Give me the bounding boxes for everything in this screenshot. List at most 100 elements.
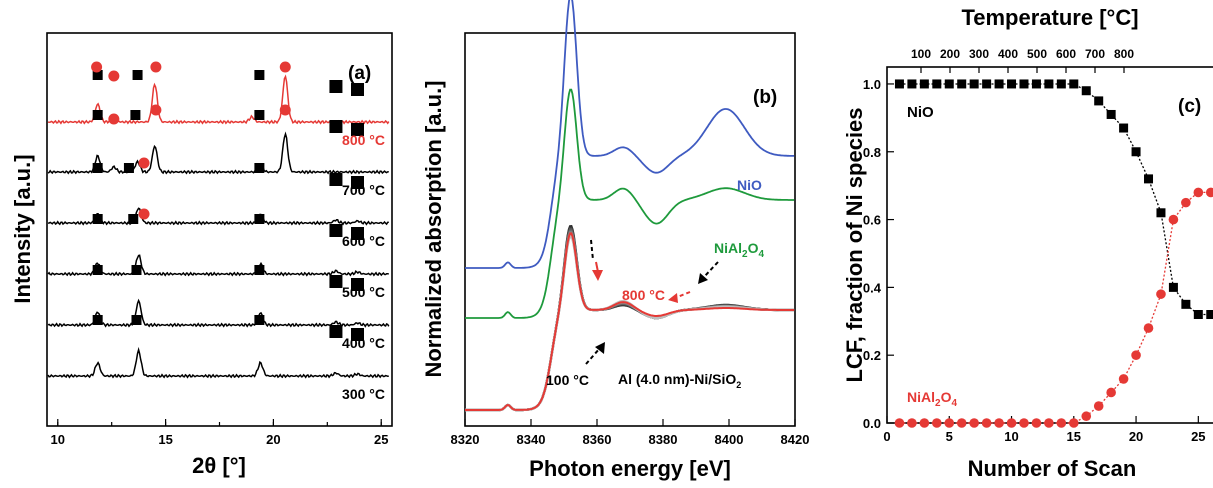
nio-fraction-point xyxy=(1168,282,1178,292)
nio-square-marker xyxy=(131,265,142,275)
temperature-label: 400 °C xyxy=(342,335,385,351)
nial2o4-fraction-point xyxy=(1181,197,1191,208)
nio-fraction-point xyxy=(994,79,1004,89)
nio-square-marker xyxy=(131,315,142,325)
y-tick-label: 0.8 xyxy=(863,145,881,160)
nio-fraction-point xyxy=(1056,79,1066,89)
legend-nio: NiO xyxy=(737,177,762,193)
panel-c-series xyxy=(894,79,1213,428)
x-tick-label: 8360 xyxy=(583,432,612,447)
nio-fraction-point xyxy=(1131,147,1141,157)
nio-square-marker xyxy=(92,70,103,80)
nial2o4-fraction-point xyxy=(1205,187,1213,198)
top-x-tick-label: 800 xyxy=(1114,47,1134,61)
nio-square-marker xyxy=(351,278,364,291)
panel-b-letter: (b) xyxy=(753,87,777,108)
x-tick-label: 20 xyxy=(1129,429,1143,444)
nial2o4-fraction-point xyxy=(919,418,930,428)
panel-b-frame xyxy=(464,32,796,427)
x-tick-label: 8400 xyxy=(715,432,744,447)
nio-square-marker xyxy=(92,110,103,120)
nial2o4-fraction-point xyxy=(969,418,979,428)
annotation-800c: 800 °C xyxy=(622,287,665,303)
nial2o4-fraction-point xyxy=(1156,289,1166,299)
nial2o4-fraction-point xyxy=(1131,350,1141,360)
nio-fraction-point xyxy=(1119,123,1129,133)
nial2o4-fraction-point xyxy=(1044,418,1054,428)
nio-square-marker xyxy=(92,163,103,173)
nio-square-marker xyxy=(351,328,364,341)
nial2o4-fraction-point xyxy=(1106,387,1116,398)
x-tick-label: 10 xyxy=(1004,429,1018,444)
nio-square-marker xyxy=(254,70,265,80)
nial2o4-fraction-point xyxy=(1031,418,1042,428)
nio-fraction-point xyxy=(1193,310,1203,320)
xrd-curve-600C xyxy=(47,207,389,226)
nial2o4-circle-marker xyxy=(108,70,120,82)
panel-c-label-nio: NiO xyxy=(907,104,934,121)
nial2o4-fraction-point xyxy=(1193,187,1204,198)
top-x-tick-label: 400 xyxy=(998,47,1018,61)
nio-fraction-point xyxy=(1156,208,1166,218)
xrd-curve-700C xyxy=(47,131,389,175)
x-tick-label: 15 xyxy=(158,432,172,447)
nio-square-marker xyxy=(329,120,343,133)
panel-c-y-axis-label: LCF, fraction of Ni species xyxy=(842,107,867,382)
nial2o4-fraction-point xyxy=(1168,214,1179,225)
panel-b-curves xyxy=(465,0,795,412)
nial2o4-fraction-point xyxy=(932,418,942,428)
nio-square-marker xyxy=(254,110,265,120)
nial2o4-fraction-point xyxy=(981,418,992,428)
x-tick-label: 20 xyxy=(266,432,280,447)
temperature-label: 500 °C xyxy=(342,284,385,300)
xrd-curve-400C xyxy=(47,298,390,328)
lcf-line-circle xyxy=(899,191,1211,424)
nio-fraction-point xyxy=(907,79,917,89)
nio-square-marker xyxy=(329,325,343,338)
x-tick-label: 25 xyxy=(1191,429,1205,444)
nio-fraction-point xyxy=(1044,79,1054,89)
nial2o4-fraction-point xyxy=(907,418,917,428)
temperature-label: 800 °C xyxy=(342,132,385,148)
nio-fraction-point xyxy=(1019,79,1029,89)
nial2o4-circle-marker xyxy=(138,157,150,169)
nial2o4-fraction-point xyxy=(994,418,1004,428)
nio-square-marker xyxy=(351,176,364,189)
nio-fraction-point xyxy=(1094,96,1104,106)
nio-square-marker xyxy=(92,315,103,325)
arrow-top-right xyxy=(698,261,719,284)
top-x-tick-label: 700 xyxy=(1085,47,1105,61)
panel-b-x-axis-label: Photon energy [eV] xyxy=(529,456,731,481)
nio-square-marker xyxy=(132,70,143,80)
nial2o4-fraction-point xyxy=(1068,418,1079,428)
y-tick-label: 1.0 xyxy=(863,77,881,92)
nio-square-marker xyxy=(351,123,364,136)
annotation-100c: 100 °C xyxy=(546,372,589,388)
nio-square-marker xyxy=(254,265,265,275)
x-tick-label: 10 xyxy=(51,432,65,447)
nial2o4-fraction-point xyxy=(1093,401,1104,411)
nial2o4-fraction-point xyxy=(1143,323,1154,333)
nio-fraction-point xyxy=(957,79,967,89)
nio-square-marker xyxy=(351,227,364,240)
x-tick-label: 25 xyxy=(374,432,388,447)
panel-c-frame xyxy=(886,66,1213,424)
xanes-series-800c xyxy=(465,232,795,411)
temperature-label: 700 °C xyxy=(342,182,385,198)
panel-b-y-axis-label: Normalized absorption [a.u.] xyxy=(421,80,446,377)
xanes-series-nio xyxy=(465,0,795,269)
sample-label: Al (4.0 nm)-Ni/SiO2 xyxy=(618,371,741,390)
temperature-label: 600 °C xyxy=(342,233,385,249)
nio-square-marker xyxy=(254,214,265,224)
panel-a-temperature-labels: 800 °C 700 °C 600 °C 500 °C 400 °C 300 °C xyxy=(342,132,385,402)
nial2o4-circle-marker xyxy=(138,208,150,220)
nio-fraction-point xyxy=(1206,310,1213,320)
nio-square-marker xyxy=(130,110,141,120)
top-x-tick-label: 200 xyxy=(940,47,960,61)
x-tick-label: 5 xyxy=(946,429,953,444)
nial2o4-fraction-point xyxy=(894,418,905,428)
xrd-curve-500C xyxy=(47,254,390,277)
nio-fraction-point xyxy=(1007,79,1017,89)
nial2o4-fraction-point xyxy=(1081,411,1092,422)
nial2o4-fraction-point xyxy=(1019,418,1029,428)
